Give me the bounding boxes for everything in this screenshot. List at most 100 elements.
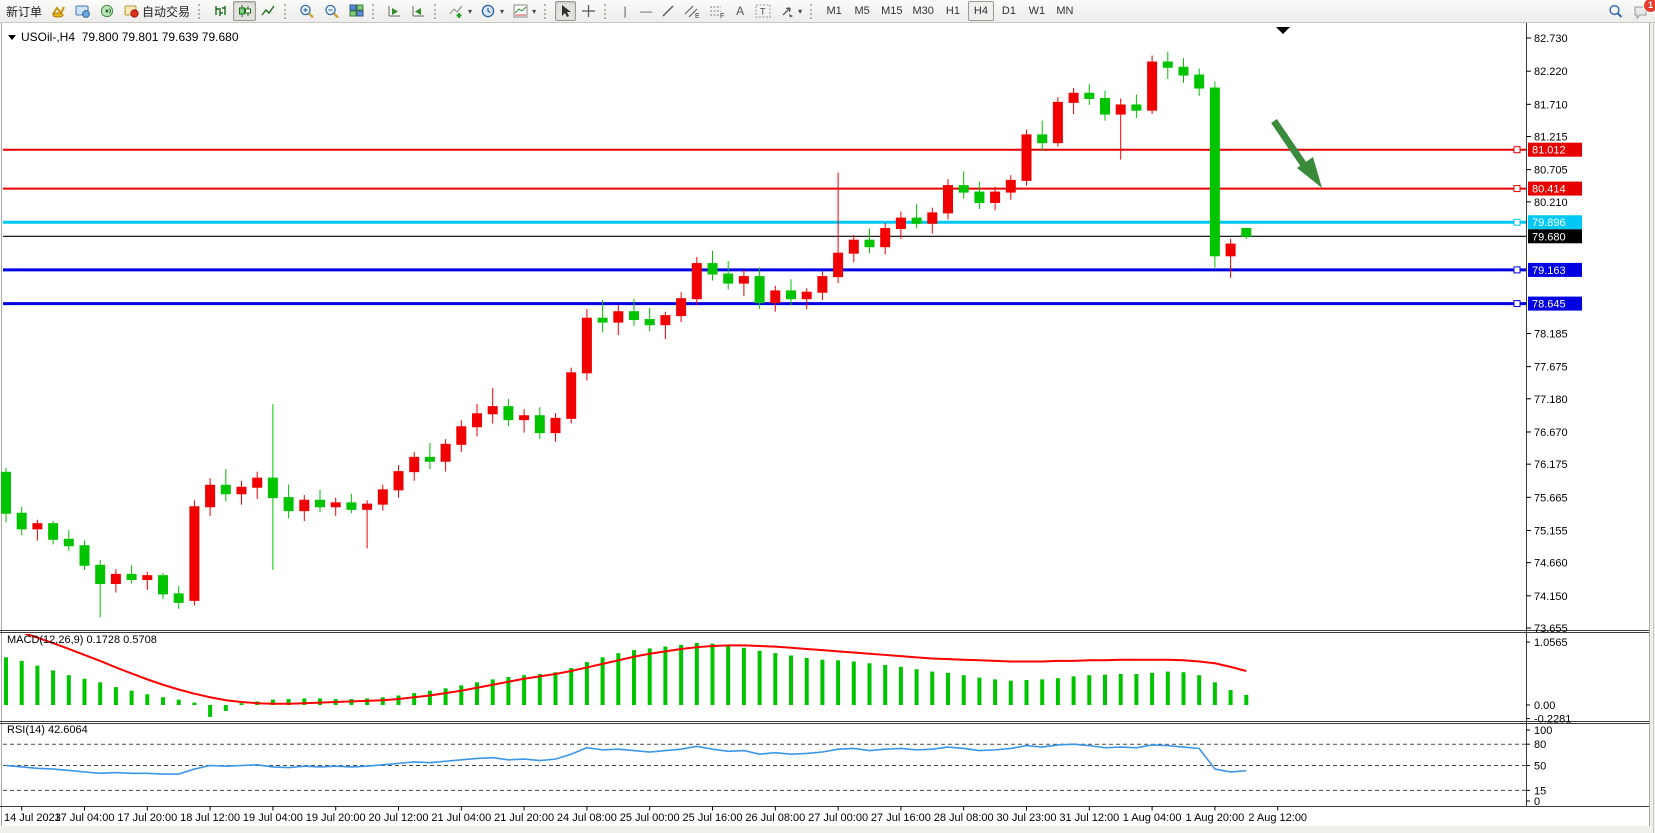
signals-icon[interactable]	[96, 1, 119, 21]
macd-values: 0.1728 0.5708	[86, 634, 157, 646]
price-axis[interactable]: 82.730 82.220 81.710 81.215 80.705 80.210 78.1…	[1526, 33, 1582, 808]
auto-scroll-button[interactable]	[383, 1, 406, 21]
autotrading-icon	[124, 5, 139, 18]
rsi-line	[5, 743, 1247, 775]
new-order-button[interactable]: 新订单	[6, 4, 43, 19]
chart-shift-marker[interactable]	[1276, 27, 1290, 34]
macd-tick-label: 0.00	[1534, 700, 1555, 712]
timeframe-button-w1[interactable]: W1	[1028, 5, 1046, 17]
autotrading-button[interactable]: 自动交易	[120, 1, 194, 21]
chevron-down-icon: ▾	[798, 6, 803, 16]
hline-handle[interactable]	[1513, 185, 1521, 193]
price-tick-label: 81.710	[1534, 99, 1568, 111]
label-button[interactable]: T	[751, 1, 775, 21]
rsi-tick-label: 100	[1534, 725, 1552, 737]
horizontal-line-button[interactable]: —	[640, 4, 653, 18]
macd-name: MACD(12,26,9)	[7, 634, 84, 646]
cursor-button[interactable]	[555, 1, 577, 21]
time-label: 26 Jul 08:00	[745, 812, 805, 824]
price-tick-label: 80.705	[1534, 165, 1568, 177]
price-tick-label: 74.150	[1534, 591, 1568, 603]
rsi-value: 42.6064	[47, 724, 88, 736]
zoom-out-button[interactable]	[320, 1, 344, 21]
price-pane[interactable]	[1, 51, 1527, 618]
search-icon[interactable]	[1604, 1, 1628, 21]
timeframe-button-h4[interactable]: H4	[967, 1, 994, 21]
price-tick-label: 77.675	[1534, 362, 1568, 374]
line-chart-button[interactable]	[257, 1, 280, 21]
chevron-down-icon: ▾	[532, 6, 537, 16]
chart-shift-button[interactable]	[407, 1, 430, 21]
macd-tick-label: -0.2281	[1534, 714, 1571, 726]
chevron-down-icon: ▾	[500, 6, 505, 16]
tile-windows-button[interactable]	[345, 1, 368, 21]
timeframe-button-m5[interactable]: M5	[854, 5, 870, 17]
toolbar-grip	[284, 3, 291, 19]
time-label: 20 Jul 12:00	[369, 812, 429, 824]
hline-handle[interactable]	[1513, 300, 1521, 308]
svg-text:80.414: 80.414	[1532, 184, 1566, 196]
macd-pane[interactable]	[4, 628, 1249, 717]
indicators-button[interactable]: ▾	[445, 1, 476, 21]
crosshair-button[interactable]	[577, 1, 600, 21]
time-label: 17 Jul 20:00	[117, 812, 177, 824]
one-click-collapse-icon[interactable]	[8, 35, 16, 41]
time-label: 19 Jul 04:00	[243, 812, 303, 824]
market-watch-icon[interactable]	[47, 1, 70, 21]
timeframe-button-mn[interactable]: MN	[1056, 5, 1074, 17]
macd-header: MACD(12,26,9) 0.1728 0.5708	[7, 634, 157, 646]
price-tick-label: 74.660	[1534, 558, 1568, 570]
price-tick-label: 81.215	[1534, 131, 1568, 143]
arrows-button[interactable]: ▾	[776, 1, 806, 21]
notification-icon[interactable]: 1	[1629, 0, 1655, 21]
rsi-name: RSI(14)	[7, 724, 45, 736]
svg-text:78.645: 78.645	[1532, 299, 1566, 311]
svg-text:F: F	[720, 13, 724, 19]
time-label: 21 Jul 04:00	[431, 812, 491, 824]
price-tag-81.012: 81.012	[1528, 142, 1582, 157]
time-label: 30 Jul 23:00	[997, 812, 1057, 824]
toolbar-grip	[604, 3, 611, 19]
time-label: 31 Jul 12:00	[1059, 812, 1119, 824]
text-button[interactable]: A	[736, 4, 745, 18]
zoom-in-button[interactable]	[295, 1, 319, 21]
svg-text:79.163: 79.163	[1532, 265, 1566, 277]
time-label: 1 Aug 20:00	[1186, 812, 1245, 824]
rsi-tick-label: 80	[1534, 739, 1546, 751]
rsi-pane[interactable]	[3, 743, 1526, 791]
price-tick-label: 73.655	[1534, 623, 1568, 635]
periods-button[interactable]: ▾	[477, 1, 508, 21]
time-label: 17 Jul 04:00	[55, 812, 115, 824]
timeframe-button-d1[interactable]: D1	[1001, 5, 1016, 17]
candlestick-button[interactable]	[233, 1, 257, 21]
svg-text:79.896: 79.896	[1532, 217, 1566, 229]
autotrading-label: 自动交易	[142, 4, 191, 19]
fibonacci-button[interactable]: F	[705, 1, 729, 21]
timeframe-button-m1[interactable]: M1	[826, 5, 842, 17]
timeframe-button-m15[interactable]: M15	[881, 5, 903, 17]
hline-handle[interactable]	[1513, 266, 1521, 274]
time-label: 28 Jul 08:00	[934, 812, 994, 824]
trendline-button[interactable]	[657, 1, 679, 21]
timeframe-button-m30[interactable]: M30	[912, 5, 934, 17]
bar-chart-button[interactable]	[209, 1, 232, 21]
hline-handle[interactable]	[1513, 146, 1521, 154]
rsi-tick-label: 50	[1534, 761, 1546, 773]
timeframe-button-h1[interactable]: H1	[945, 5, 960, 17]
rsi-tick-label: 15	[1534, 785, 1546, 797]
toolbar-grip	[544, 3, 551, 19]
chart-symbol: USOil-,H4	[21, 30, 76, 44]
hline-handle[interactable]	[1513, 218, 1521, 226]
vertical-line-button[interactable]: |	[623, 4, 627, 18]
channel-button[interactable]: E	[680, 1, 704, 21]
rsi-tick-label: 0	[1534, 796, 1540, 808]
toolbar-grip	[198, 3, 205, 19]
annotation-arrow[interactable]	[1271, 119, 1322, 188]
toolbar: 新订单 自动交易	[0, 0, 1655, 23]
price-tick-label: 82.730	[1534, 33, 1568, 45]
terminal-icon[interactable]	[71, 1, 95, 21]
templates-button[interactable]: ▾	[509, 1, 540, 21]
